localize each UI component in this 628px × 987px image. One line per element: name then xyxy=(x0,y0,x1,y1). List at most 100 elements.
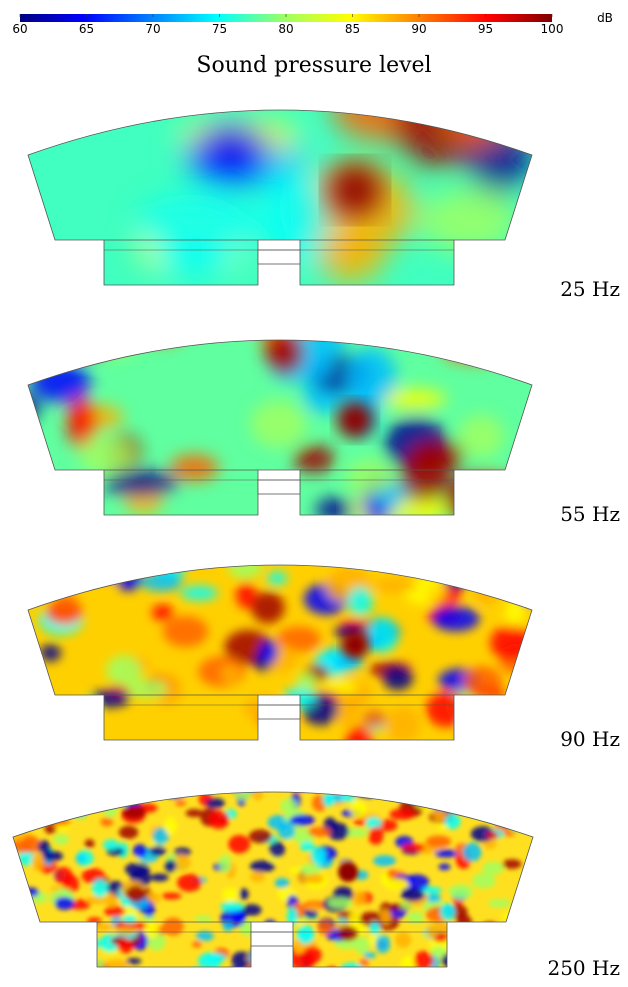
field-blob xyxy=(519,797,538,811)
field-blob xyxy=(260,639,278,664)
colorbar-tick-label: 80 xyxy=(278,22,293,36)
field-blob xyxy=(122,805,145,819)
field-blob xyxy=(16,785,34,803)
field-blob xyxy=(512,329,561,360)
field-blob xyxy=(463,843,482,862)
field-blob xyxy=(78,696,97,730)
field-blob xyxy=(375,935,390,954)
field-blob xyxy=(311,847,326,864)
field-blob xyxy=(526,925,545,932)
field-blob xyxy=(408,439,464,472)
field-blob xyxy=(440,903,455,920)
field-blob xyxy=(524,889,543,906)
field-blob xyxy=(296,672,317,688)
field-blob xyxy=(340,963,363,977)
field-blob xyxy=(236,582,256,609)
field-blob xyxy=(466,802,483,813)
field-blob xyxy=(470,794,480,811)
field-blob xyxy=(7,394,40,422)
field-blob xyxy=(531,912,545,925)
field-blob xyxy=(35,941,56,954)
field-blob xyxy=(278,821,295,840)
field-blob xyxy=(488,899,511,907)
panel-label: 250 Hz xyxy=(547,956,620,980)
field-blob xyxy=(445,562,470,590)
field-blob xyxy=(227,549,262,580)
field-blob xyxy=(439,555,464,572)
field-blob xyxy=(50,925,70,944)
gap xyxy=(258,480,300,494)
field-blob xyxy=(175,800,186,806)
field-blob xyxy=(332,657,363,670)
field-blob xyxy=(444,472,515,526)
field-blob xyxy=(16,947,30,964)
field-blob xyxy=(492,954,507,967)
figure: dB Sound pressure level 6065707580859095… xyxy=(0,0,628,987)
field-blob xyxy=(395,78,484,169)
field-blob xyxy=(300,841,315,851)
field-blob xyxy=(206,798,225,808)
field-blob xyxy=(348,912,359,926)
field-blob xyxy=(222,888,238,901)
field-blob xyxy=(105,893,118,907)
field-blob xyxy=(195,916,212,923)
field-blob xyxy=(115,927,138,935)
field-blob xyxy=(401,888,413,895)
field-blob xyxy=(464,666,502,698)
field-blob xyxy=(524,812,538,830)
field-blob xyxy=(253,789,263,801)
field-blob xyxy=(161,893,181,900)
field-blob xyxy=(31,798,44,807)
field-blob xyxy=(511,703,549,729)
field-hotspot xyxy=(342,632,369,659)
field-blob xyxy=(426,894,441,903)
field-blob xyxy=(164,817,176,835)
field-blob xyxy=(320,680,358,693)
field-blob xyxy=(476,945,491,957)
field-blob xyxy=(506,557,526,575)
field-blob xyxy=(150,874,168,882)
field-blob xyxy=(323,775,335,793)
field-blob xyxy=(19,925,30,936)
field-blob xyxy=(350,800,366,818)
field-blob xyxy=(368,827,383,845)
field-blob xyxy=(303,946,322,963)
field-blob xyxy=(512,924,533,942)
field-blob xyxy=(355,936,370,954)
field-blob xyxy=(387,869,397,878)
field-blob xyxy=(458,415,504,458)
field-blob xyxy=(152,604,174,621)
field-blob xyxy=(293,445,335,473)
field-blob xyxy=(503,494,569,529)
field-blob xyxy=(0,707,43,720)
field-blob xyxy=(475,798,488,815)
field-blob xyxy=(249,830,272,844)
field-blob xyxy=(106,655,141,685)
field-blob xyxy=(71,782,90,796)
field-blob xyxy=(499,776,509,790)
field-blob xyxy=(253,966,274,974)
field-blob xyxy=(55,897,74,910)
field-blob xyxy=(84,555,116,576)
field-blob xyxy=(522,933,534,952)
field-blob xyxy=(138,194,260,259)
field-blob xyxy=(100,817,113,826)
field-blob xyxy=(103,840,119,850)
field-blob xyxy=(258,951,275,962)
field-blob xyxy=(348,587,373,616)
field-blob xyxy=(481,922,499,936)
field-blob xyxy=(469,930,494,946)
field-blob xyxy=(389,809,414,820)
field-blob xyxy=(160,778,183,788)
field-blob xyxy=(30,791,50,803)
field-blob xyxy=(229,967,244,974)
field-blob xyxy=(196,931,214,941)
field-blob xyxy=(250,401,306,448)
field-map xyxy=(0,77,628,295)
field-hotspot xyxy=(338,862,358,882)
field-blob xyxy=(458,947,477,965)
field-blob xyxy=(269,841,285,858)
field-blob xyxy=(420,543,441,570)
field-blob xyxy=(251,592,285,624)
field-blob xyxy=(442,340,510,362)
